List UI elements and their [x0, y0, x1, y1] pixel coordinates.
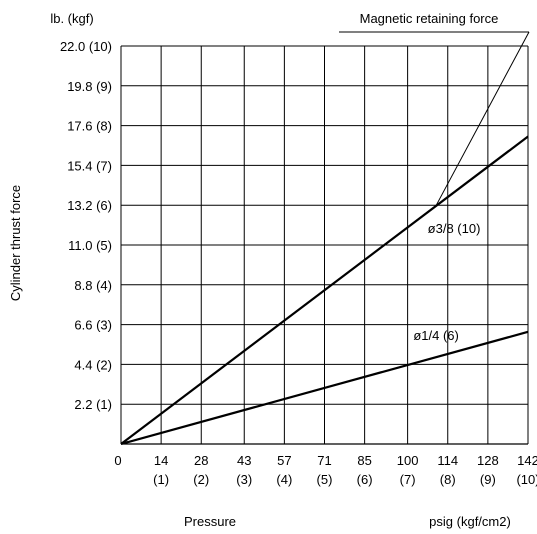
- x-axis-title: Pressure: [184, 514, 236, 529]
- x-tick-sublabel: (3): [236, 472, 252, 487]
- magnetic-force-label: Magnetic retaining force: [360, 11, 499, 26]
- annotations: Magnetic retaining force: [339, 11, 530, 206]
- x-tick-label: 114: [437, 453, 458, 468]
- y-tick-label: 17.6 (8): [67, 119, 112, 134]
- y-tick-labels: 2.2 (1) 4.4 (2) 6.6 (3) 8.8 (4) 11.0 (5) 13.2…: [60, 39, 112, 412]
- series-line-bore-1-4: [120, 330, 529, 446]
- x-tick-sublabel: (1): [153, 472, 169, 487]
- x-tick-label: 142: [517, 453, 537, 468]
- y-tick-label: 13.2 (6): [67, 198, 112, 213]
- y-tick-label: 6.6 (3): [74, 318, 112, 333]
- magnetic-force-leader-line: [435, 31, 530, 206]
- x-tick-labels: 0 14 (1) 28 (2) 43 (3) 57 (4) 71 (5) 85 (6) 100 (7) 114…: [114, 453, 537, 487]
- x-tick-label: 14: [154, 453, 168, 468]
- x-tick-label: 0: [114, 453, 121, 468]
- y-tick-label: 11.0 (5): [68, 238, 112, 253]
- y-tick-label: 15.4 (7): [67, 158, 112, 173]
- x-tick-label: 43: [237, 453, 251, 468]
- x-tick-label: 71: [317, 453, 331, 468]
- y-tick-label: 8.8 (4): [74, 278, 112, 293]
- series-line-bore-3-8: [120, 135, 529, 445]
- y-tick-label: 2.2 (1): [74, 397, 112, 412]
- x-tick-sublabel: (2): [193, 472, 209, 487]
- series-lines: ø3/8 (10) ø1/4 (6): [120, 135, 529, 446]
- y-tick-label: 22.0 (10): [60, 39, 112, 54]
- y-axis-title: Cylinder thrust force: [8, 185, 23, 301]
- y-tick-label: 19.8 (9): [67, 79, 112, 94]
- x-tick-sublabel: (5): [317, 472, 333, 487]
- y-tick-label: 4.4 (2): [74, 357, 112, 372]
- x-tick-label: 85: [357, 453, 371, 468]
- x-axis-unit-label: psig (kgf/cm2): [429, 514, 511, 529]
- y-axis-unit-label: lb. (kgf): [50, 11, 93, 26]
- x-tick-sublabel: (8): [440, 472, 456, 487]
- x-tick-sublabel: (9): [480, 472, 496, 487]
- x-tick-label: 100: [397, 453, 419, 468]
- grid: [120, 45, 529, 445]
- x-tick-label: 28: [194, 453, 208, 468]
- x-tick-sublabel: (10): [516, 472, 537, 487]
- series-label: ø1/4 (6): [413, 328, 459, 343]
- x-tick-sublabel: (4): [276, 472, 292, 487]
- x-tick-label: 128: [477, 453, 499, 468]
- x-tick-sublabel: (6): [357, 472, 373, 487]
- x-tick-sublabel: (7): [400, 472, 416, 487]
- series-label: ø3/8 (10): [428, 221, 481, 236]
- x-tick-label: 57: [277, 453, 291, 468]
